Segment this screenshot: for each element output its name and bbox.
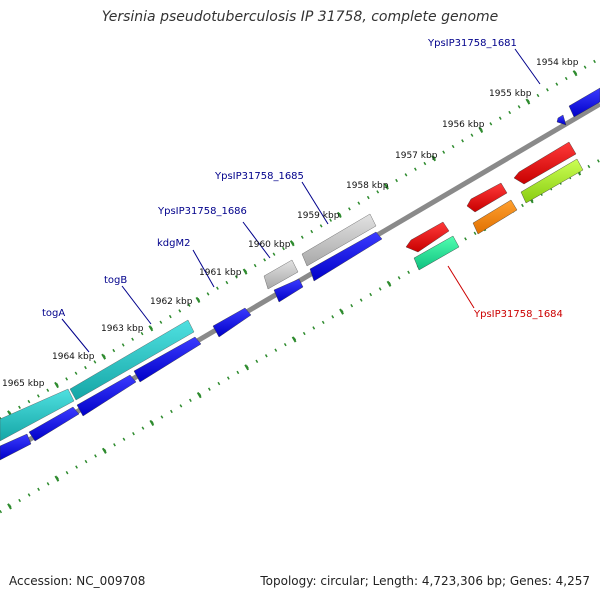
feature-ypsip31758-1684 [413, 235, 460, 271]
scale-label-1961: 1961 kbp [199, 268, 242, 278]
feature-orange [472, 199, 518, 235]
inner-major-tick [149, 419, 155, 427]
scale-label-1956: 1956 kbp [442, 120, 485, 130]
leader-ypsip31758-1681 [514, 48, 541, 85]
feature-small-orf [556, 114, 567, 126]
scale-labels: 1954 kbp 1955 kbp 1956 kbp 1957 kbp 1958… [2, 58, 579, 389]
outer-major-tick [54, 381, 59, 389]
scale-label-1954: 1954 kbp [536, 58, 579, 68]
feature-kdgm2 [212, 307, 252, 338]
map-title: Yersinia pseudotuberculosis IP 31758, co… [101, 9, 499, 25]
forward-strand-outer-row [0, 213, 377, 442]
scale-label-1965: 1965 kbp [2, 379, 45, 389]
feature-toga [76, 374, 137, 417]
inner-major-tick [101, 447, 107, 454]
scale-label-1955: 1955 kbp [489, 89, 532, 99]
feature-toga-cyan [0, 388, 75, 442]
inner-major-tick [244, 364, 250, 371]
scale-label-1958: 1958 kbp [346, 181, 389, 191]
inner-major-tick [291, 336, 297, 343]
feature-red-1 [405, 221, 450, 253]
feature-blue-left-2 [0, 433, 32, 461]
outer-major-tick [195, 296, 201, 304]
outer-major-tick [478, 126, 484, 134]
scale-label-1962: 1962 kbp [150, 297, 193, 307]
outer-major-tick [148, 325, 154, 332]
gene-label-ypsip31758-1686: YpsIP31758_1686 [157, 206, 247, 217]
outer-major-tick [101, 353, 107, 360]
leader-kdgm2 [192, 249, 215, 288]
inner-major-tick [386, 280, 392, 287]
outer-major-tick [289, 240, 295, 247]
scale-label-1963: 1963 kbp [101, 324, 144, 334]
inner-major-tick [7, 503, 12, 510]
feature-ypsip31758-1686-gray [263, 259, 299, 290]
outer-major-tick [431, 155, 437, 162]
leader-togb [121, 285, 152, 325]
feature-blue-left-1 [28, 406, 80, 442]
outer-major-tick [525, 98, 531, 105]
feature-ypsip31758-1681 [568, 87, 600, 118]
gene-labels: YpsIP31758_1681 YpsIP31758_1685 YpsIP317… [42, 38, 563, 320]
leader-ypsip31758-1684 [447, 265, 475, 309]
inner-major-tick [54, 475, 60, 482]
gene-label-kdgm2: kdgM2 [157, 238, 190, 249]
inner-major-tick [339, 308, 344, 315]
gene-label-ypsip31758-1684: YpsIP31758_1684 [473, 309, 563, 320]
feature-togb [133, 336, 202, 383]
gene-label-togb: togB [104, 275, 127, 286]
outer-major-tick [384, 183, 389, 190]
leader-ypsip31758-1686 [242, 221, 271, 259]
gene-label-ypsip31758-1685: YpsIP31758_1685 [214, 171, 304, 182]
reverse-strand-features [405, 141, 584, 271]
inner-major-tick [196, 391, 202, 399]
outer-major-tick [242, 268, 248, 275]
feature-lime [520, 158, 584, 204]
feature-ypsip31758-1685 [309, 231, 383, 282]
leader-ypsip31758-1685 [301, 181, 329, 225]
scale-label-1957: 1957 kbp [395, 151, 438, 161]
outer-major-tick [336, 211, 342, 219]
scale-label-1960: 1960 kbp [248, 240, 291, 250]
scale-label-1964: 1964 kbp [52, 352, 95, 362]
feature-togb-cyan [69, 319, 195, 401]
feature-ypsip31758-1686 [273, 278, 304, 303]
scale-label-1959: 1959 kbp [297, 211, 340, 221]
outer-scale-ticks [0, 58, 598, 421]
forward-strand-features [0, 87, 600, 461]
feature-ypsip31758-1685-gray [301, 213, 377, 267]
gene-label-toga: togA [42, 308, 65, 319]
label-leader-lines [61, 48, 541, 353]
accession-text: Accession: NC_009708 [9, 574, 146, 588]
feature-red-2 [466, 182, 508, 213]
gene-label-ypsip31758-1681: YpsIP31758_1681 [427, 38, 517, 49]
leader-toga [61, 318, 90, 353]
feature-red-3 [513, 141, 577, 185]
outer-major-tick [572, 70, 578, 77]
genome-summary-text: Topology: circular; Length: 4,723,306 bp… [260, 574, 590, 588]
